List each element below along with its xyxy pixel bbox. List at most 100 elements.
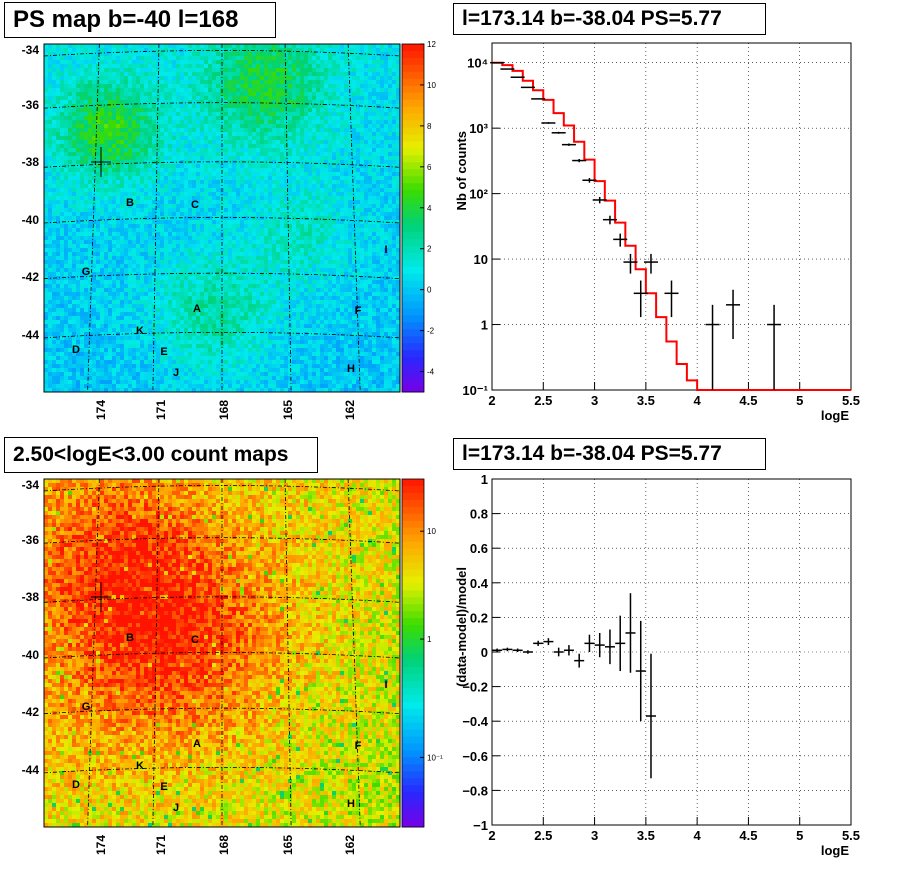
ps-map-cell (136, 100, 141, 105)
ps-map-cell (228, 240, 233, 245)
ps-map-cell (392, 44, 397, 49)
ps-map-cell (156, 180, 161, 185)
ps-map-cell (184, 56, 189, 61)
ps-map-cell (324, 220, 329, 225)
ps-map-cell (100, 252, 105, 257)
ps-map-cell (352, 192, 357, 197)
ps-map-cell (280, 48, 285, 53)
ps-map-cell (340, 232, 345, 237)
ps-map-cell (384, 136, 389, 141)
ps-map-cell (100, 196, 105, 201)
ps-map-cell (68, 148, 73, 153)
ps-map-cell (164, 228, 169, 233)
ps-map-cell (264, 84, 269, 89)
ps-map-cell (360, 200, 365, 205)
ps-map-cell (112, 84, 117, 89)
ps-map-cell (292, 112, 297, 117)
ps-map-cell (160, 196, 165, 201)
ps-map-cell (352, 96, 357, 101)
ps-map-cell (340, 60, 345, 65)
ps-map-cell (104, 248, 109, 253)
ps-map-cell (108, 212, 113, 217)
ps-map-cell (140, 192, 145, 197)
ps-map-cell (308, 168, 313, 173)
ps-map-cell (64, 104, 69, 109)
ps-map-cell (264, 200, 269, 205)
ps-map-cell (72, 72, 77, 77)
ps-map-cell (120, 112, 125, 117)
ps-map-cell (200, 120, 205, 125)
ps-map-cell (68, 200, 73, 205)
ps-map-cell (116, 208, 121, 213)
ps-map-cell (312, 260, 317, 265)
ps-map-cell (268, 220, 273, 225)
ps-map-cell (216, 244, 221, 249)
ps-map-cell (268, 132, 273, 137)
ps-map-cell (252, 92, 257, 97)
ps-map-cell (348, 252, 353, 257)
ps-map-cell (68, 104, 73, 109)
ps-map-cell (196, 144, 201, 149)
ps-map-cell (360, 144, 365, 149)
ps-map-cell (376, 104, 381, 109)
ps-map-cell (292, 260, 297, 265)
ps-map-cell (84, 192, 89, 197)
ps-map-cell (260, 84, 265, 89)
ps-map-cell (388, 260, 393, 265)
ps-map-cell (196, 64, 201, 69)
ps-map-cell (136, 196, 141, 201)
ps-map-cell (340, 100, 345, 105)
ps-map-cell (132, 212, 137, 217)
ps-map-cell (384, 60, 389, 65)
ps-map-cell (396, 144, 401, 149)
ps-map-cell (372, 48, 377, 53)
ps-map-cell (316, 180, 321, 185)
ps-map-cell (172, 220, 177, 225)
ps-map-cell (280, 192, 285, 197)
ps-map-cell (92, 236, 97, 241)
ps-map-cell (340, 76, 345, 81)
ps-map-cell (364, 196, 369, 201)
ps-map-cell (184, 124, 189, 129)
ps-map-cell (228, 164, 233, 169)
ps-map-cell (124, 112, 129, 117)
ps-map-cell (116, 248, 121, 253)
ps-map-cell (180, 84, 185, 89)
ps-map-cell (372, 56, 377, 61)
ps-map-cell (228, 96, 233, 101)
ps-map-cell (68, 156, 73, 161)
ps-map-cell (84, 52, 89, 57)
ps-map-cell (108, 256, 113, 261)
ps-map-cell (232, 180, 237, 185)
ps-map-cell (100, 140, 105, 145)
ps-map-cell (356, 200, 361, 205)
ps-map-cell (100, 216, 105, 221)
ps-map-cell (396, 92, 401, 97)
ps-map-cell (136, 68, 141, 73)
ps-map-cell (252, 120, 257, 125)
ps-map-cell (244, 192, 249, 197)
ps-map-cell (152, 132, 157, 137)
ps-map-cell (264, 144, 269, 149)
ps-map-cell (76, 192, 81, 197)
ps-map-cell (296, 108, 301, 113)
ps-map-cell (116, 144, 121, 149)
ps-map-cell (132, 88, 137, 93)
ps-map-cell (196, 172, 201, 177)
ps-map-cell (96, 60, 101, 65)
ps-map-cell (56, 152, 61, 157)
ps-map-cell (260, 256, 265, 261)
ps-map-cell (268, 192, 273, 197)
ps-map-cell (256, 236, 261, 241)
ps-map-cell (376, 248, 381, 253)
ps-map-cell (372, 228, 377, 233)
ps-map-cell (180, 196, 185, 201)
ps-map-cell (276, 192, 281, 197)
ps-map-cell (48, 220, 53, 225)
ps-map-cell (244, 236, 249, 241)
ps-map-cell (396, 220, 401, 225)
ps-map-cell (284, 236, 289, 241)
ps-map-cell (352, 152, 357, 157)
ps-map-cell (320, 124, 325, 129)
ps-map-cell (264, 196, 269, 201)
